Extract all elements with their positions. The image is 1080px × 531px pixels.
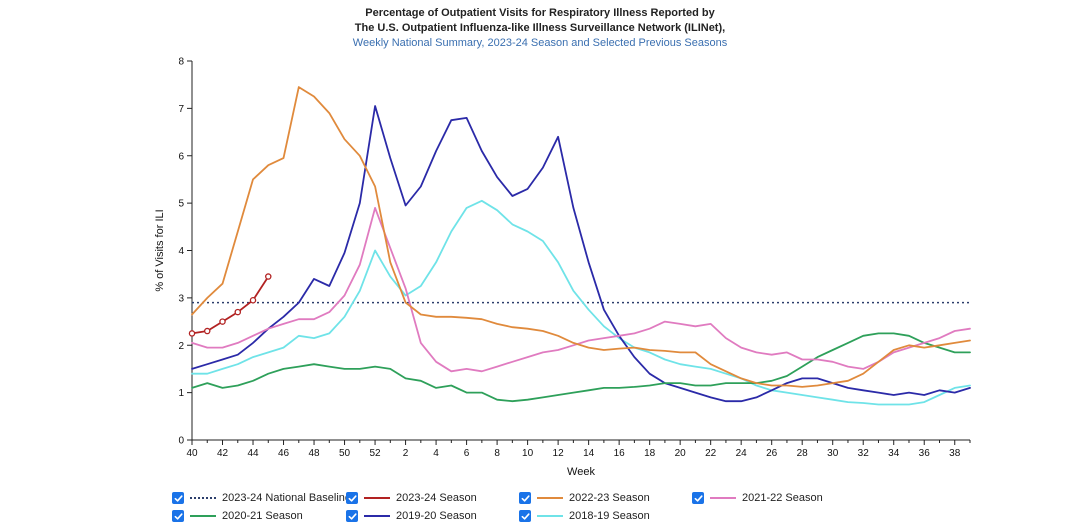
series-layer: [188, 86, 971, 406]
legend-checkbox[interactable]: [519, 510, 531, 522]
y-tick-label: 2: [178, 341, 184, 352]
x-tick-label: 52: [369, 448, 381, 459]
check-icon: [174, 512, 183, 520]
x-tick-label: 44: [247, 448, 259, 459]
legend-swatch: [710, 497, 736, 499]
y-tick-label: 7: [178, 104, 184, 115]
check-icon: [694, 494, 703, 502]
check-icon: [521, 494, 530, 502]
x-tick-label: 24: [736, 448, 748, 459]
series-point-2023-24-season: [188, 330, 196, 337]
legend-label: 2023-24 National Baseline: [222, 492, 352, 504]
x-tick-label: 10: [522, 448, 534, 459]
x-tick-label: 38: [949, 448, 961, 459]
x-tick-label: 46: [278, 448, 290, 459]
legend-label: 2023-24 Season: [396, 492, 477, 504]
legend-swatch: [537, 515, 563, 517]
chart-title-block: Percentage of Outpatient Visits for Resp…: [0, 6, 1080, 51]
legend-swatch: [190, 497, 216, 499]
legend-checkbox[interactable]: [172, 510, 184, 522]
y-tick-label: 4: [178, 246, 184, 257]
y-tick-label: 0: [178, 436, 184, 447]
series-line-2021-22-season: [191, 206, 971, 373]
x-tick-label: 20: [675, 448, 687, 459]
x-tick-label: 26: [766, 448, 778, 459]
x-tick-label: 18: [644, 448, 656, 459]
legend-label: 2019-20 Season: [396, 510, 477, 522]
x-tick-label: 2: [403, 448, 409, 459]
y-tick-label: 3: [178, 293, 184, 304]
y-tick-label: 1: [178, 388, 184, 399]
x-tick-label: 28: [797, 448, 809, 459]
legend-swatch: [537, 497, 563, 499]
check-icon: [348, 512, 357, 520]
x-tick-label: 16: [614, 448, 626, 459]
series-line-2019-20-season: [191, 105, 971, 403]
legend-checkbox[interactable]: [692, 492, 704, 504]
x-tick-label: 32: [858, 448, 870, 459]
legend-swatch: [364, 497, 390, 499]
series-point-2023-24-season: [204, 327, 211, 335]
chart-subtitle: Weekly National Summary, 2023-24 Season …: [352, 37, 728, 49]
y-axis-title: % of Visits for ILI: [154, 209, 166, 291]
x-tick-label: 34: [888, 448, 900, 459]
legend-label: 2022-23 Season: [569, 492, 650, 504]
x-tick-label: 12: [553, 448, 565, 459]
check-icon: [348, 494, 357, 502]
legend-label: 2018-19 Season: [569, 510, 650, 522]
legend-swatch: [190, 515, 216, 517]
legend-item[interactable]: 2023-24 Season: [346, 490, 477, 506]
series-point-2023-24-season: [234, 308, 242, 316]
x-tick-label: 22: [705, 448, 717, 459]
x-tick-label: 6: [464, 448, 470, 459]
legend-item[interactable]: 2020-21 Season: [172, 508, 303, 524]
x-tick-label: 40: [186, 448, 198, 459]
y-tick-label: 6: [178, 151, 184, 162]
check-icon: [521, 512, 530, 520]
legend-item[interactable]: 2019-20 Season: [346, 508, 477, 524]
legend-checkbox[interactable]: [519, 492, 531, 504]
x-tick-label: 50: [339, 448, 351, 459]
legend-checkbox[interactable]: [346, 510, 358, 522]
x-tick-label: 14: [583, 448, 595, 459]
legend-checkbox[interactable]: [346, 492, 358, 504]
chart-title-line1: Percentage of Outpatient Visits for Resp…: [365, 7, 715, 19]
x-tick-label: 30: [827, 448, 839, 459]
legend-checkbox[interactable]: [172, 492, 184, 504]
legend-label: 2020-21 Season: [222, 510, 303, 522]
x-tick-label: 42: [217, 448, 229, 459]
check-icon: [174, 494, 183, 502]
chart-title-line2: The U.S. Outpatient Influenza-like Illne…: [354, 22, 726, 34]
series-point-2023-24-season: [249, 296, 257, 304]
legend-item[interactable]: 2023-24 National Baseline: [172, 490, 351, 506]
legend-item[interactable]: 2022-23 Season: [519, 490, 650, 506]
legend-label: 2021-22 Season: [742, 492, 823, 504]
x-tick-label: 48: [308, 448, 320, 459]
legend-swatch: [364, 515, 390, 517]
y-tick-label: 8: [178, 57, 184, 68]
series-line-2020-21-season: [191, 332, 971, 403]
series-point-2023-24-season: [265, 273, 272, 280]
x-tick-label: 36: [919, 448, 931, 459]
x-tick-label: 4: [433, 448, 439, 459]
series-line-2018-19-season: [191, 199, 971, 406]
legend-item[interactable]: 2021-22 Season: [692, 490, 823, 506]
series-line-2023-24-season: [191, 275, 270, 335]
x-tick-label: 8: [494, 448, 500, 459]
series-point-2023-24-season: [219, 318, 226, 325]
y-tick-label: 5: [178, 199, 184, 210]
x-axis-title: Week: [567, 466, 595, 478]
series-line-2022-23-season: [191, 86, 971, 388]
legend-item[interactable]: 2018-19 Season: [519, 508, 650, 524]
